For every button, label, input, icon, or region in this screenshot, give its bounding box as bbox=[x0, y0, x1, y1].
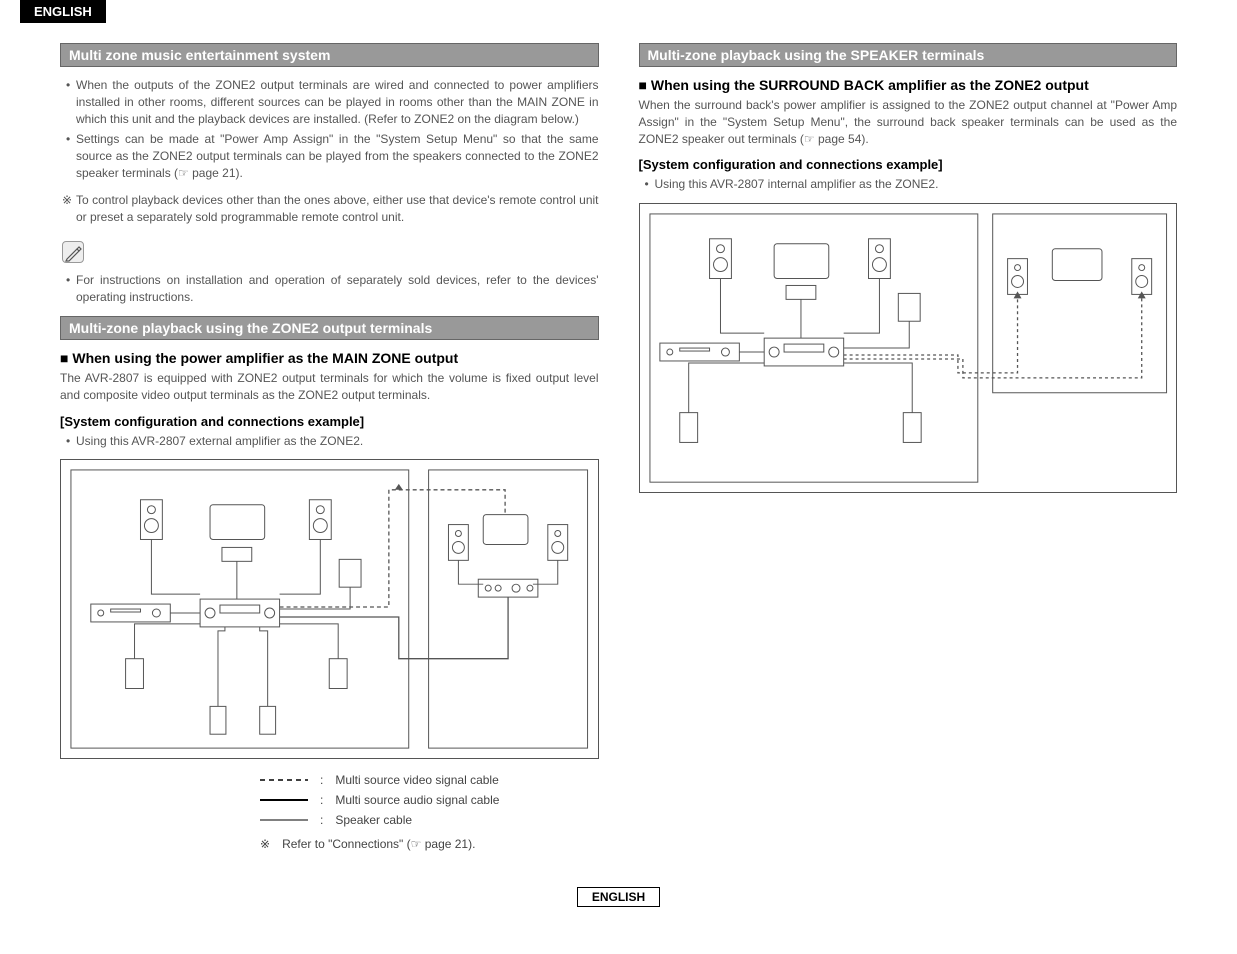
subheading-config-example: [System configuration and connections ex… bbox=[60, 414, 599, 429]
section-title-zone2-output: Multi-zone playback using the ZONE2 outp… bbox=[60, 316, 599, 340]
legend: :Multi source video signal cable :Multi … bbox=[260, 773, 599, 851]
diagram-zone2-internal-amp bbox=[639, 203, 1178, 493]
heading-surround-back-zone2: When using the SURROUND BACK amplifier a… bbox=[639, 77, 1178, 93]
bullet-list-1: When the outputs of the ZONE2 output ter… bbox=[60, 77, 599, 182]
legend-label: Multi source audio signal cable bbox=[335, 793, 499, 807]
footer-language: ENGLISH bbox=[60, 887, 1177, 907]
legend-ref-mark: ※ bbox=[260, 837, 270, 851]
language-tab: ENGLISH bbox=[20, 0, 106, 23]
subheading-config-example: [System configuration and connections ex… bbox=[639, 157, 1178, 172]
right-column: Multi-zone playback using the SPEAKER te… bbox=[639, 43, 1178, 857]
left-column: Multi zone music entertainment system Wh… bbox=[60, 43, 599, 857]
body-text: When the surround back's power amplifier… bbox=[639, 97, 1178, 147]
legend-label: Multi source video signal cable bbox=[335, 773, 498, 787]
legend-label: Speaker cable bbox=[335, 813, 412, 827]
body-text: The AVR-2807 is equipped with ZONE2 outp… bbox=[60, 370, 599, 404]
diagram-zone2-external-amp bbox=[60, 459, 599, 759]
bullet-item: Settings can be made at "Power Amp Assig… bbox=[66, 131, 599, 181]
bullet-item: Using this AVR-2807 internal amplifier a… bbox=[645, 176, 1178, 193]
bullet-item: For instructions on installation and ope… bbox=[66, 272, 599, 306]
note-text: To control playback devices other than t… bbox=[66, 192, 599, 226]
legend-ref: Refer to "Connections" (☞ page 21). bbox=[282, 837, 475, 851]
bullet-list-2: For instructions on installation and ope… bbox=[60, 272, 599, 306]
section-title-multizone-system: Multi zone music entertainment system bbox=[60, 43, 599, 67]
pencil-icon bbox=[62, 241, 84, 263]
bullet-item: When the outputs of the ZONE2 output ter… bbox=[66, 77, 599, 127]
section-title-speaker-terminals: Multi-zone playback using the SPEAKER te… bbox=[639, 43, 1178, 67]
heading-power-amp-mainzone: When using the power amplifier as the MA… bbox=[60, 350, 599, 366]
bullet-list-3: Using this AVR-2807 external amplifier a… bbox=[60, 433, 599, 450]
bullet-item: Using this AVR-2807 external amplifier a… bbox=[66, 433, 599, 450]
bullet-list-r: Using this AVR-2807 internal amplifier a… bbox=[639, 176, 1178, 193]
